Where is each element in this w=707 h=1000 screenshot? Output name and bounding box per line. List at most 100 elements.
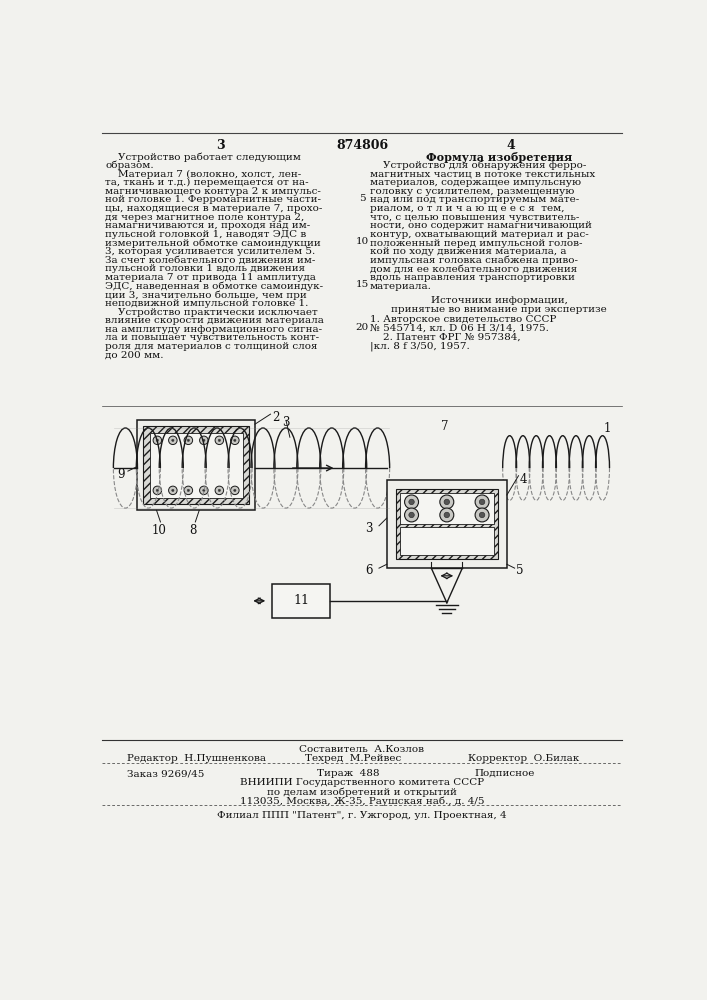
Circle shape [230, 436, 239, 445]
Circle shape [156, 489, 158, 492]
Circle shape [199, 486, 208, 495]
Text: Устройство практически исключает: Устройство практически исключает [105, 308, 318, 317]
Text: магничивающего контура 2 к импульс-: магничивающего контура 2 к импульс- [105, 187, 321, 196]
Circle shape [203, 489, 205, 492]
Text: 9: 9 [117, 468, 125, 481]
Text: 4: 4 [520, 473, 527, 486]
Text: неподвижной импульсной головке 1.: неподвижной импульсной головке 1. [105, 299, 309, 308]
Text: вдоль направления транспортировки: вдоль направления транспортировки [370, 273, 575, 282]
Text: Редактор  Н.Пушненкова: Редактор Н.Пушненкова [127, 754, 266, 763]
Text: Тираж  488: Тираж 488 [317, 769, 380, 778]
Circle shape [230, 486, 239, 495]
Bar [150, 433, 243, 498]
Text: 2: 2 [272, 411, 279, 424]
Text: ла и повышает чувствительность конт-: ла и повышает чувствительность конт- [105, 333, 320, 342]
Circle shape [172, 489, 174, 492]
Text: пульсной головки 1 вдоль движения: пульсной головки 1 вдоль движения [105, 264, 305, 273]
Text: 3: 3 [366, 522, 373, 535]
Text: материала 7 от привода 11 амплитуда: материала 7 от привода 11 амплитуда [105, 273, 316, 282]
Text: 11: 11 [293, 594, 309, 607]
Text: намагничиваются и, проходя над им-: намагничиваются и, проходя над им- [105, 221, 310, 230]
Text: кой по ходу движения материала, а: кой по ходу движения материала, а [370, 247, 566, 256]
Circle shape [218, 489, 221, 492]
Text: принятые во внимание при экспертизе: принятые во внимание при экспертизе [391, 305, 607, 314]
Text: 113035, Москва, Ж-35, Раушская наб., д. 4/5: 113035, Москва, Ж-35, Раушская наб., д. … [240, 797, 484, 806]
Text: Устройство работает следующим: Устройство работает следующим [105, 152, 301, 162]
Text: на амплитуду информационного сигна-: на амплитуду информационного сигна- [105, 325, 322, 334]
Bar [387, 480, 507, 568]
Circle shape [444, 499, 450, 505]
Text: 10: 10 [356, 237, 368, 246]
Text: 10: 10 [151, 524, 166, 537]
Text: Материал 7 (волокно, холст, лен-: Материал 7 (волокно, холст, лен- [105, 170, 302, 179]
Text: что, с целью повышения чувствитель-: что, с целью повышения чувствитель- [370, 213, 579, 222]
Circle shape [234, 489, 236, 492]
Bar [272, 584, 330, 618]
Text: ной головке 1. Ферромагнитные части-: ной головке 1. Ферромагнитные части- [105, 195, 322, 204]
Text: Устройство для обнаружения ферро-: Устройство для обнаружения ферро- [370, 161, 586, 170]
Text: 3: 3 [216, 139, 224, 152]
Text: импульсная головка снабжена приво-: импульсная головка снабжена приво- [370, 256, 578, 265]
Text: Составитель  А.Козлов: Составитель А.Козлов [300, 745, 424, 754]
Text: 8: 8 [189, 524, 197, 537]
Circle shape [153, 486, 162, 495]
Text: Филиал ППП "Патент", г. Ужгород, ул. Проектная, 4: Филиал ППП "Патент", г. Ужгород, ул. Про… [217, 811, 507, 820]
Circle shape [168, 486, 177, 495]
Circle shape [444, 512, 450, 518]
Circle shape [440, 495, 454, 509]
Text: образом.: образом. [105, 161, 154, 170]
Text: ции 3, значительно больше, чем при: ции 3, значительно больше, чем при [105, 290, 307, 300]
Circle shape [404, 508, 419, 522]
Text: материала.: материала. [370, 282, 431, 291]
Text: та, ткань и т.д.) перемещается от на-: та, ткань и т.д.) перемещается от на- [105, 178, 309, 187]
Text: 5: 5 [516, 564, 524, 577]
Text: риалом, о т л и ч а ю щ е е с я  тем,: риалом, о т л и ч а ю щ е е с я тем, [370, 204, 564, 213]
Circle shape [218, 439, 221, 441]
Circle shape [187, 439, 189, 441]
Text: 4: 4 [506, 139, 515, 152]
Text: Заказ 9269/45: Заказ 9269/45 [127, 769, 204, 778]
Text: Источники информации,: Источники информации, [431, 296, 568, 305]
Bar [137, 420, 255, 510]
Text: 874806: 874806 [336, 139, 388, 152]
Circle shape [440, 508, 454, 522]
Circle shape [409, 499, 414, 505]
Bar [144, 426, 249, 504]
Text: цы, находящиеся в материале 7, прохо-: цы, находящиеся в материале 7, прохо- [105, 204, 323, 213]
Text: контур, охватывающий материал и рас-: контур, охватывающий материал и рас- [370, 230, 588, 239]
Circle shape [153, 436, 162, 445]
Bar [400, 493, 493, 524]
Text: до 200 мм.: до 200 мм. [105, 351, 164, 360]
Text: 2. Патент ФРГ № 957384,: 2. Патент ФРГ № 957384, [370, 333, 520, 342]
Text: ности, оно содержит намагничивающий: ности, оно содержит намагничивающий [370, 221, 592, 230]
Circle shape [479, 499, 485, 505]
Text: 3, которая усиливается усилителем 5.: 3, которая усиливается усилителем 5. [105, 247, 315, 256]
Text: дя через магнитное поле контура 2,: дя через магнитное поле контура 2, [105, 213, 305, 222]
Text: 6: 6 [366, 564, 373, 577]
Text: 7: 7 [441, 420, 449, 433]
Text: Подписное: Подписное [474, 769, 534, 778]
Circle shape [203, 439, 205, 441]
Circle shape [479, 512, 485, 518]
Text: магнитных частиц в потоке текстильных: магнитных частиц в потоке текстильных [370, 170, 595, 179]
Text: 1. Авторское свидетельство СССР: 1. Авторское свидетельство СССР [370, 315, 556, 324]
Text: над или под транспортируемым мате-: над или под транспортируемым мате- [370, 195, 579, 204]
Circle shape [199, 436, 208, 445]
Text: Формула изобретения: Формула изобретения [426, 152, 572, 163]
Text: 20: 20 [356, 323, 368, 332]
Text: 5: 5 [358, 194, 366, 203]
Circle shape [475, 495, 489, 509]
Circle shape [215, 486, 223, 495]
Text: головку с усилителем, размещенную: головку с усилителем, размещенную [370, 187, 574, 196]
Bar [396, 489, 498, 559]
Text: Техред  М.Рейвес: Техред М.Рейвес [305, 754, 402, 763]
Text: роля для материалов с толщиной слоя: роля для материалов с толщиной слоя [105, 342, 318, 351]
Text: Корректор  О.Билак: Корректор О.Билак [468, 754, 579, 763]
Text: положенный перед импульсной голов-: положенный перед импульсной голов- [370, 239, 582, 248]
Text: ЭДС, наведенная в обмотке самоиндук-: ЭДС, наведенная в обмотке самоиндук- [105, 282, 324, 291]
Circle shape [168, 436, 177, 445]
Text: 3: 3 [282, 416, 290, 429]
Text: |кл. 8 f 3/50, 1957.: |кл. 8 f 3/50, 1957. [370, 341, 469, 351]
Text: дом для ее колебательного движения: дом для ее колебательного движения [370, 264, 577, 273]
Circle shape [475, 508, 489, 522]
